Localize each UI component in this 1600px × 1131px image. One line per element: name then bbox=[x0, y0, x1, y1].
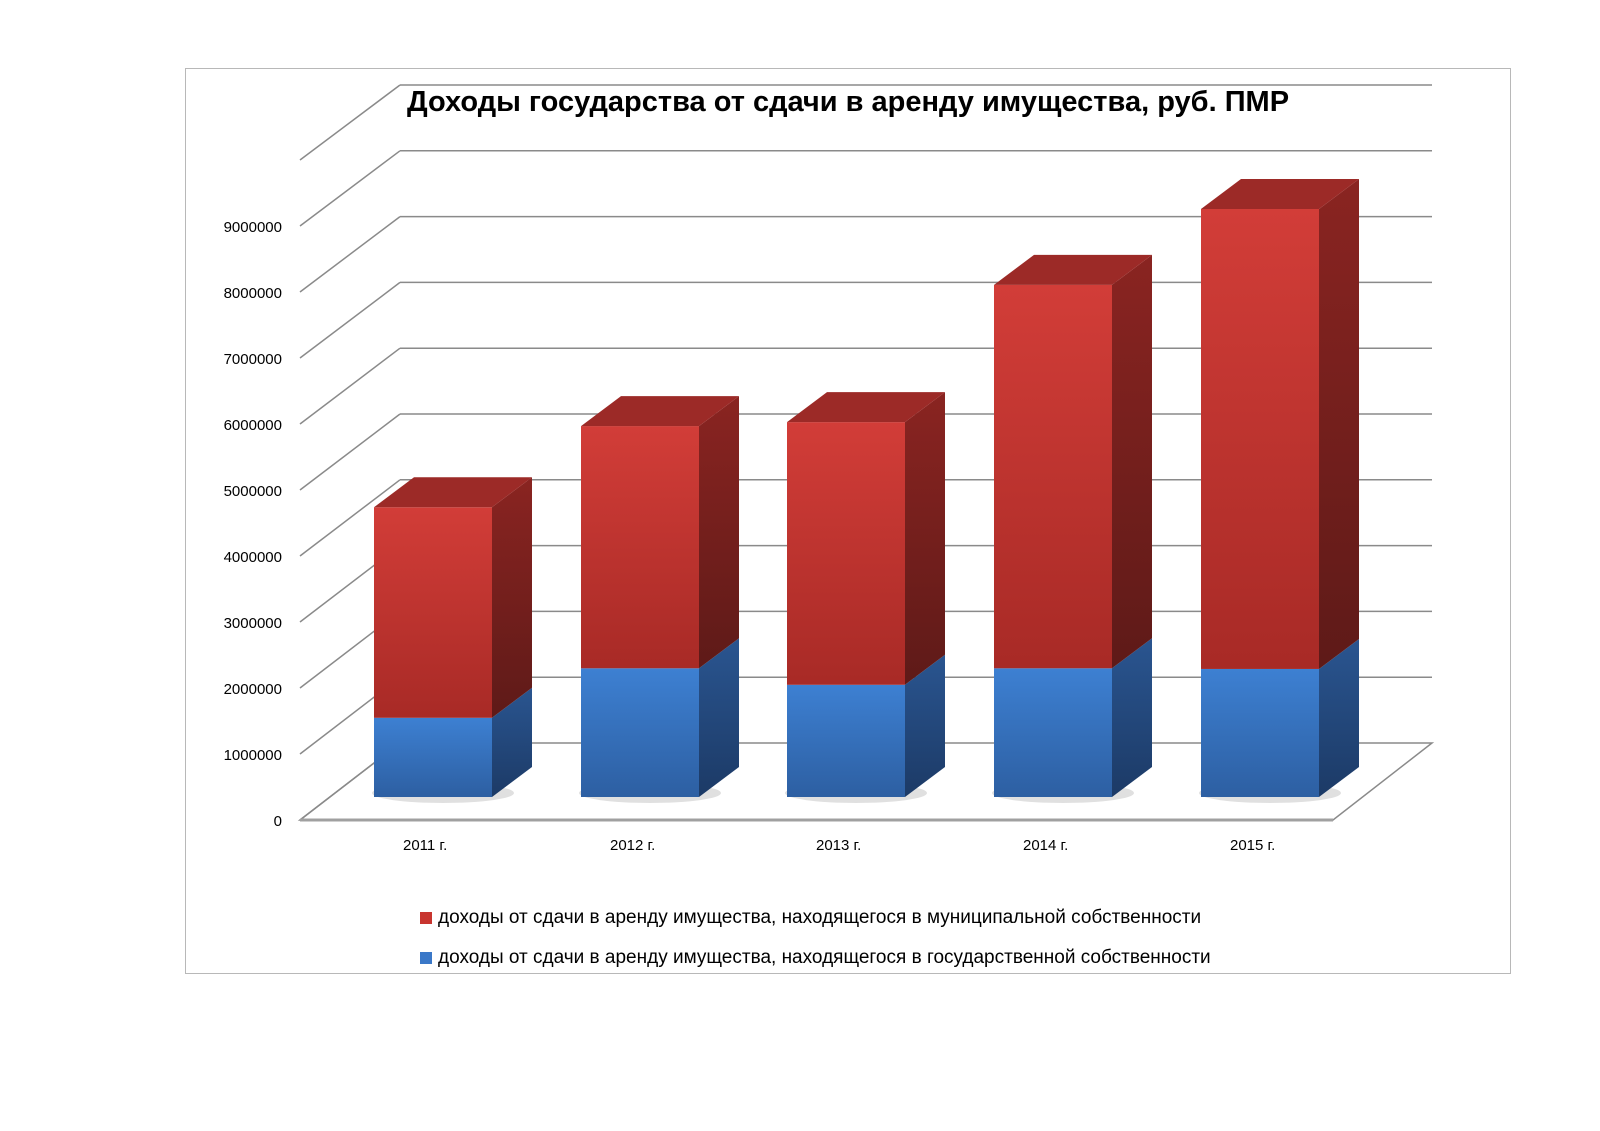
chart-frame bbox=[185, 68, 1511, 974]
gridline-side bbox=[299, 216, 401, 293]
legend-label: доходы от сдачи в аренду имущества, нахо… bbox=[438, 947, 1211, 968]
gridline-side bbox=[299, 281, 401, 359]
bar-front-state bbox=[994, 668, 1112, 797]
bar-front-state bbox=[581, 668, 699, 797]
gridline-side bbox=[299, 84, 401, 161]
bar-side-state bbox=[905, 654, 945, 797]
bar-side-municipal bbox=[905, 392, 945, 685]
bar-front-state bbox=[374, 717, 492, 797]
x-tick-label: 2012 г. bbox=[610, 837, 655, 854]
gridline-side bbox=[299, 479, 401, 557]
legend-swatch-blue bbox=[420, 952, 432, 964]
y-tick-label: 6000000 bbox=[224, 417, 282, 434]
bar-top bbox=[787, 392, 945, 423]
bar-top bbox=[581, 396, 739, 427]
y-tick-label: 8000000 bbox=[224, 285, 282, 302]
x-tick-label: 2013 г. bbox=[816, 837, 861, 854]
y-tick-label: 7000000 bbox=[224, 351, 282, 368]
y-tick-label: 3000000 bbox=[224, 615, 282, 632]
x-tick-label: 2015 г. bbox=[1230, 837, 1275, 854]
chart-title: Доходы государства от сдачи в аренду иму… bbox=[406, 86, 1290, 118]
bar-side-state bbox=[492, 687, 532, 797]
gridline-side bbox=[299, 150, 401, 227]
bar-front-municipal bbox=[787, 422, 905, 685]
bar-top bbox=[1201, 178, 1359, 209]
bar-front-state bbox=[1201, 668, 1319, 797]
y-tick-label: 2000000 bbox=[224, 681, 282, 698]
legend-swatch-red bbox=[420, 912, 432, 924]
bar-side-municipal bbox=[1319, 178, 1359, 669]
bar-front-municipal bbox=[1201, 208, 1319, 669]
bar-side-municipal bbox=[699, 396, 739, 669]
bar-front-municipal bbox=[581, 426, 699, 669]
y-tick-label: 9000000 bbox=[224, 219, 282, 236]
bar-front-municipal bbox=[374, 507, 492, 718]
bar-side-municipal bbox=[492, 477, 532, 718]
bar-top bbox=[994, 254, 1152, 285]
bar-top bbox=[374, 477, 532, 508]
bar-side-state bbox=[1112, 638, 1152, 797]
bar-front-state bbox=[787, 684, 905, 797]
x-tick-label: 2011 г. bbox=[403, 837, 447, 854]
gridline-side bbox=[299, 413, 401, 491]
y-tick-label: 5000000 bbox=[224, 483, 282, 500]
y-tick-label: 1000000 bbox=[224, 747, 282, 764]
legend-item-municipal: доходы от сдачи в аренду имущества, нахо… bbox=[420, 898, 1211, 938]
legend-label: доходы от сдачи в аренду имущества, нахо… bbox=[438, 907, 1202, 928]
bar-side-municipal bbox=[1112, 254, 1152, 669]
bar-side-state bbox=[699, 638, 739, 797]
x-tick-label: 2014 г. bbox=[1023, 837, 1068, 854]
y-tick-label: 4000000 bbox=[224, 549, 282, 566]
gridline-side bbox=[299, 347, 401, 425]
bar-side-state bbox=[1319, 638, 1359, 797]
y-tick-label: 0 bbox=[274, 813, 282, 830]
legend-item-state: доходы от сдачи в аренду имущества, нахо… bbox=[420, 938, 1211, 978]
bar-front-municipal bbox=[994, 284, 1112, 669]
legend: доходы от сдачи в аренду имущества, нахо… bbox=[420, 898, 1211, 978]
